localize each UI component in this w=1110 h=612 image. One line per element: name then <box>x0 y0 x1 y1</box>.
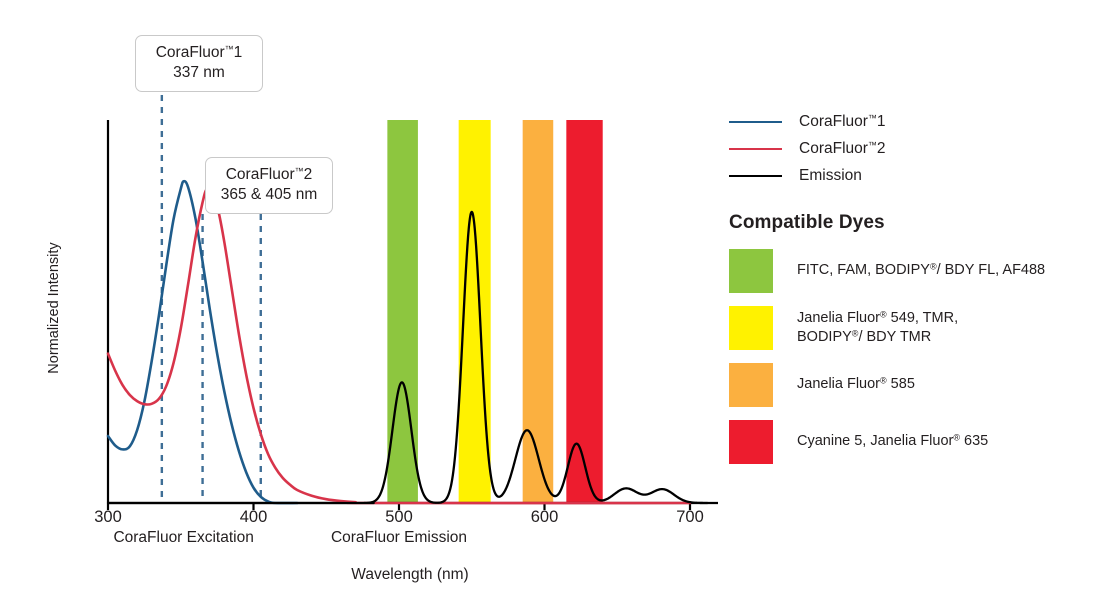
x-tick-label-700: 700 <box>676 508 704 526</box>
spectra-curves-group <box>106 179 709 505</box>
x-group-label-excitation: CoraFluor Excitation <box>113 529 254 546</box>
dye-color-swatch <box>729 420 773 464</box>
x-axis-title: Wavelength (nm) <box>351 566 469 583</box>
registered-icon: ® <box>880 375 887 386</box>
dye-color-swatch <box>729 363 773 407</box>
y-axis-title: Normalized Intensity <box>46 242 62 374</box>
registered-icon: ® <box>953 432 961 443</box>
x-group-label-emission: CoraFluor Emission <box>330 529 468 546</box>
legend-line-entries: CoraFluor™1 CoraFluor™2 Emission <box>729 108 1099 189</box>
callout-corafluor1-value: 337 nm <box>173 63 225 81</box>
orange-band <box>522 120 554 503</box>
callout-corafluor2-value: 365 & 405 nm <box>220 185 318 203</box>
legend-entry-emission: Emission <box>729 162 1099 189</box>
emission-bands-group <box>387 120 603 503</box>
dye-label: Cyanine 5, Janelia Fluor® 635 <box>797 432 989 450</box>
dye-row: Cyanine 5, Janelia Fluor® 635 <box>729 417 1099 467</box>
legend-line-swatch <box>729 174 782 177</box>
trademark-icon: ™ <box>224 44 234 55</box>
trademark-icon: ™ <box>294 166 304 177</box>
callout-corafluor1-title: CoraFluor™1 <box>155 44 243 61</box>
compatible-dyes-header: Compatible Dyes <box>729 212 885 233</box>
registered-icon: ® <box>929 261 937 272</box>
curve-corafluor1-excitation <box>106 179 299 505</box>
dye-label: Janelia Fluor® 549, TMR, BODIPY®/ BDY TMR <box>797 309 959 345</box>
dye-label: Janelia Fluor® 585 <box>797 375 915 393</box>
trademark-icon: ™ <box>867 112 877 123</box>
x-tick-label-500: 500 <box>385 508 413 526</box>
trademark-icon: ™ <box>867 139 877 150</box>
chart-legend: CoraFluor™1 CoraFluor™2 Emission Compatibl… <box>729 108 1099 474</box>
callout-corafluor2: CoraFluor™2 365 & 405 nm <box>205 157 333 214</box>
legend-line-label: CoraFluor™1 <box>799 112 886 130</box>
dye-color-swatch <box>729 249 773 293</box>
curve-emission <box>106 210 709 505</box>
legend-entry-corafluor2: CoraFluor™2 <box>729 135 1099 162</box>
legend-line-label: CoraFluor™2 <box>799 139 886 157</box>
dye-row: FITC, FAM, BODIPY®/ BDY FL, AF488 <box>729 246 1099 296</box>
x-tick-label-300: 300 <box>94 508 122 526</box>
compatible-dyes-list: FITC, FAM, BODIPY®/ BDY FL, AF488 Janelia… <box>729 246 1099 467</box>
x-tick-label-600: 600 <box>530 508 559 526</box>
registered-icon: ® <box>880 309 887 320</box>
callout-corafluor1: CoraFluor™1 337 nm <box>135 35 263 92</box>
dye-color-swatch <box>729 306 773 350</box>
red-band <box>566 120 603 503</box>
legend-entry-corafluor1: CoraFluor™1 <box>729 108 1099 135</box>
legend-line-swatch <box>729 120 782 123</box>
legend-line-swatch <box>729 147 782 150</box>
x-tick-label-400: 400 <box>239 508 268 526</box>
callout-corafluor2-title: CoraFluor™2 <box>225 166 313 183</box>
legend-line-label: Emission <box>799 166 862 184</box>
dye-label: FITC, FAM, BODIPY®/ BDY FL, AF488 <box>797 261 1046 279</box>
dye-row: Janelia Fluor® 549, TMR, BODIPY®/ BDY TMR <box>729 303 1099 353</box>
curve-corafluor2-excitation <box>106 186 692 505</box>
registered-icon: ® <box>851 328 859 339</box>
dye-row: Janelia Fluor® 585 <box>729 360 1099 410</box>
